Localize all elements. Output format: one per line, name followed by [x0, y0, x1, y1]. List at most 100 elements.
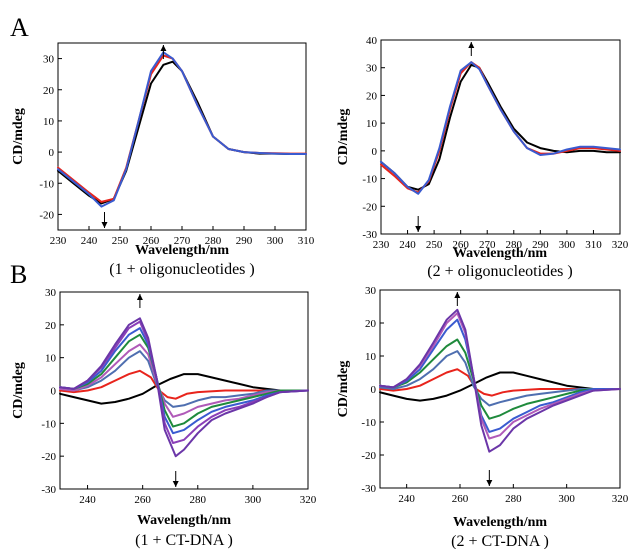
cd-curve-2 — [380, 61, 621, 194]
chart-panel-4: 240 260 280 300 320 -30 -20 -10 0 10 20 30 Wavelengt… — [336, 285, 629, 549]
x-tick-label: 260 — [452, 239, 469, 251]
y-tick-label: 20 — [366, 90, 378, 102]
x-tick-label: 230 — [373, 239, 390, 251]
y-tick-label: -30 — [41, 484, 56, 496]
arrow-up-icon — [136, 294, 143, 308]
y-tick-label: 0 — [49, 147, 55, 159]
x-tick-label: 300 — [558, 493, 575, 505]
y-tick-label: 10 — [366, 118, 378, 130]
y-tick-label: 20 — [43, 85, 55, 97]
x-tick-label: 320 — [612, 493, 629, 505]
y-tick-label: -20 — [41, 451, 56, 463]
cd-curve-7 — [379, 308, 621, 453]
x-tick-label: 240 — [79, 494, 96, 506]
cd-curve-3 — [57, 51, 307, 208]
x-tick-label: 250 — [112, 235, 129, 247]
cd-curve-2 — [57, 54, 307, 203]
x-tick-label: 240 — [81, 235, 98, 247]
y-tick-label: -30 — [361, 483, 376, 495]
chart-panel-3: 240 260 280 300 320 -30 -20 -10 0 10 20 30 Wavelengt… — [11, 287, 317, 549]
cd-curve-4 — [379, 338, 621, 420]
x-tick-label: 300 — [559, 239, 576, 251]
y-tick-label: -20 — [361, 450, 376, 462]
y-tick-label: -10 — [361, 417, 376, 429]
arrow-up-icon — [454, 292, 461, 306]
arrow-down-icon — [101, 212, 108, 228]
x-tick-label: 310 — [585, 239, 602, 251]
x-axis-label: Wavelength/nm — [137, 513, 231, 528]
y-tick-label: 40 — [366, 35, 378, 47]
x-tick-label: 260 — [143, 235, 160, 247]
cd-curve-5 — [59, 333, 309, 428]
cd-curve-5 — [379, 318, 621, 433]
cd-curve-1 — [57, 60, 307, 205]
x-tick-label: 240 — [399, 239, 416, 251]
x-tick-label: 300 — [245, 494, 262, 506]
x-tick-label: 320 — [612, 239, 629, 251]
y-tick-label: 30 — [45, 287, 57, 299]
x-axis-label: Wavelength/nm — [453, 515, 547, 530]
x-tick-label: 320 — [300, 494, 317, 506]
arrow-up-icon — [160, 45, 167, 59]
cd-curve-1 — [59, 373, 309, 405]
cd-curve-6 — [59, 327, 309, 435]
chart-panel-2: 230 240 250 260 270 280 290 300 310 320 -30 -20 -10 0… — [336, 35, 629, 280]
cd-curve-1 — [379, 371, 621, 402]
x-tick-label: 260 — [134, 494, 151, 506]
x-tick-label: 250 — [426, 239, 443, 251]
x-axis-label: Wavelength/nm — [453, 246, 547, 261]
y-tick-label: -10 — [362, 174, 377, 186]
x-axis-label: Wavelength/nm — [135, 243, 229, 258]
x-tick-label: 310 — [298, 235, 315, 247]
x-tick-label: 290 — [236, 235, 253, 247]
panel-label-a: A — [10, 13, 29, 42]
arrow-up-icon — [468, 42, 475, 56]
x-tick-label: 230 — [50, 235, 67, 247]
y-tick-label: 10 — [45, 353, 57, 365]
cd-curve-3 — [59, 350, 309, 408]
x-tick-label: 280 — [205, 235, 222, 247]
arrow-down-icon — [415, 216, 422, 232]
y-tick-label: 20 — [365, 318, 377, 330]
cd-curve-1 — [380, 63, 621, 191]
y-tick-label: -10 — [39, 178, 54, 190]
panel-caption: (2 + CT-DNA ) — [451, 533, 549, 549]
y-tick-label: -30 — [362, 229, 377, 241]
cd-curve-3 — [380, 61, 621, 195]
y-axis-label: CD/mdeg — [11, 108, 26, 165]
chart-panel-1: 230 240 250 260 270 280 290 300 310 -20 -10 0 10 20 30… — [11, 42, 315, 278]
y-tick-label: 0 — [372, 146, 378, 158]
x-tick-label: 270 — [479, 239, 496, 251]
plot-frame — [380, 39, 621, 235]
y-tick-label: 10 — [43, 116, 55, 128]
panel-caption: (2 + oligonucleotides ) — [427, 263, 572, 280]
x-tick-label: 280 — [505, 493, 522, 505]
y-tick-label: 30 — [365, 285, 377, 297]
x-tick-label: 300 — [267, 235, 284, 247]
x-tick-label: 280 — [506, 239, 523, 251]
y-axis-label: CD/mdeg — [336, 109, 351, 166]
x-tick-label: 280 — [190, 494, 207, 506]
y-axis-label: CD/mdeg — [11, 362, 26, 419]
charts-group: 230 240 250 260 270 280 290 300 310-20-100102030… — [11, 35, 629, 549]
y-tick-label: -20 — [362, 201, 377, 213]
y-tick-label: -20 — [39, 209, 54, 221]
y-tick-label: 10 — [365, 351, 377, 363]
panel-caption: (1 + CT-DNA ) — [135, 532, 233, 549]
x-tick-label: 260 — [452, 493, 469, 505]
cd-curve-8 — [59, 317, 309, 458]
arrow-down-icon — [172, 471, 179, 487]
cd-curve-4 — [59, 343, 309, 418]
y-tick-label: -10 — [41, 418, 56, 430]
arrow-down-icon — [486, 470, 493, 486]
y-tick-label: 0 — [371, 384, 377, 396]
y-tick-label: 30 — [43, 54, 55, 66]
x-tick-label: 270 — [174, 235, 191, 247]
y-axis-label: CD/mdeg — [336, 361, 351, 418]
panel-caption: (1 + oligonucleotides ) — [109, 261, 254, 278]
y-tick-label: 0 — [51, 386, 57, 398]
cd-curve-7 — [59, 320, 309, 444]
x-tick-label: 240 — [398, 493, 415, 505]
cd-curve-3 — [379, 350, 621, 407]
